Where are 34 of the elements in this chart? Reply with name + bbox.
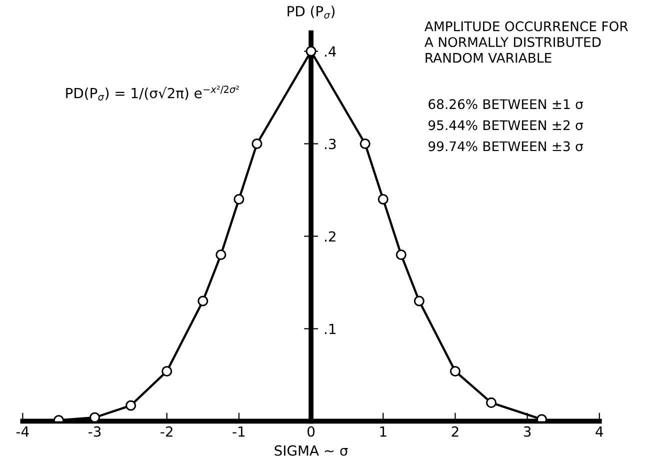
x-tick-label: 2 — [452, 426, 458, 437]
point — [414, 296, 424, 306]
y-axis-title: PD (P$_{σ}$) — [288, 6, 334, 19]
x-tick-label: 1 — [380, 426, 386, 437]
point — [378, 194, 388, 205]
point — [252, 138, 262, 150]
chart-title: AMPLITUDE OCCURRENCE FOR A NORMALLY DISTRIBUTED RANDOM VARIABLE — [424, 21, 628, 63]
y-tick-label: .4 — [325, 46, 336, 57]
x-tick-label: -4 — [16, 426, 29, 437]
x-axis-title: SIGMA ~ σ — [274, 445, 348, 456]
annotation: 99.74% BETWEEN ±3 σ — [428, 141, 584, 152]
annotation: 68.26% BETWEEN ±1 σ — [428, 99, 584, 110]
point — [126, 400, 136, 411]
point — [306, 46, 316, 57]
x-tick-label: 4 — [596, 426, 604, 437]
annotation: 95.44% BETWEEN ±2 σ — [428, 120, 584, 130]
annotation: PD(P$_{σ}$) = 1/(σ√2π) e$^{−x²/2σ²}$ — [66, 86, 239, 101]
point — [162, 366, 172, 377]
x-tick-label: -2 — [160, 426, 172, 437]
point — [216, 249, 226, 260]
y-tick-label: .1 — [325, 324, 336, 334]
x-tick-label: -1 — [232, 426, 245, 437]
x-tick-label: 3 — [524, 426, 531, 437]
point — [234, 194, 244, 205]
point — [360, 138, 370, 150]
y-tick-label: .2 — [325, 231, 336, 242]
point — [198, 296, 208, 306]
point — [89, 412, 100, 422]
point — [486, 397, 497, 408]
x-tick-label: 0 — [308, 426, 315, 437]
point — [396, 249, 406, 260]
y-tick-label: .3 — [325, 138, 336, 150]
point — [450, 366, 460, 377]
x-tick-label: -3 — [88, 426, 101, 437]
